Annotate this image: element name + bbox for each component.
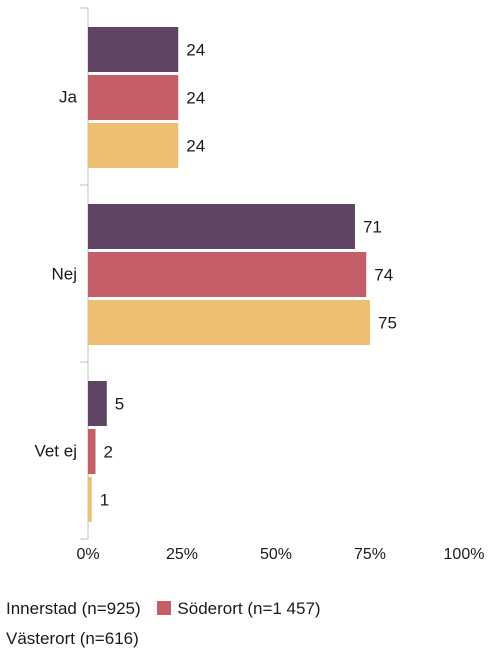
category-label-vet-ej: Vet ej — [34, 442, 77, 461]
legend-item-soderort: Söderort (n=1 457) — [157, 594, 321, 624]
bar-ja-1 — [88, 27, 179, 72]
bar-ja-3 — [88, 123, 179, 168]
bar-vet-ej-1 — [88, 381, 107, 426]
chart: Ja 24 24 24 Nej 71 74 75 Vet ej 5 2 1 0% 25% 50% 75% 100… — [34, 7, 485, 563]
legend-item-vasterort: Västerort (n=616) — [6, 624, 139, 654]
x-tick-label: 0% — [76, 546, 99, 563]
bar-nej-1 — [88, 204, 355, 249]
category-label-ja: Ja — [59, 88, 78, 107]
x-tick-label: 75% — [354, 546, 386, 563]
x-tick-label: 100% — [444, 546, 485, 563]
data-label-vet-ej-3: 1 — [100, 491, 109, 510]
data-label-nej-3: 75 — [378, 314, 397, 333]
x-tick-label: 50% — [260, 546, 292, 563]
bar-ja-2 — [88, 75, 179, 120]
data-label-ja-3: 24 — [186, 137, 205, 156]
category-label-nej: Nej — [51, 265, 77, 284]
data-label-nej-2: 74 — [374, 266, 393, 285]
legend-label-innerstad: Innerstad (n=925) — [6, 599, 141, 618]
legend-item-innerstad: Innerstad (n=925) — [6, 594, 141, 624]
data-label-ja-2: 24 — [186, 89, 205, 108]
x-tick-label: 25% — [166, 546, 198, 563]
bar-vet-ej-3 — [88, 477, 92, 522]
legend-swatch-soderort — [157, 601, 172, 615]
bar-nej-3 — [88, 300, 370, 345]
data-label-nej-1: 71 — [363, 218, 382, 237]
legend: Innerstad (n=925) Söderort (n=1 457) Väs… — [6, 594, 486, 654]
bar-nej-2 — [88, 252, 367, 297]
data-label-ja-1: 24 — [186, 41, 205, 60]
data-label-vet-ej-1: 5 — [115, 395, 124, 414]
legend-label-soderort: Söderort (n=1 457) — [177, 599, 321, 618]
legend-row-2: Västerort (n=616) — [6, 624, 486, 654]
legend-label-vasterort: Västerort (n=616) — [6, 629, 139, 648]
bar-vet-ej-2 — [88, 429, 96, 474]
legend-row-1: Innerstad (n=925) Söderort (n=1 457) — [6, 594, 486, 624]
data-label-vet-ej-2: 2 — [104, 443, 113, 462]
